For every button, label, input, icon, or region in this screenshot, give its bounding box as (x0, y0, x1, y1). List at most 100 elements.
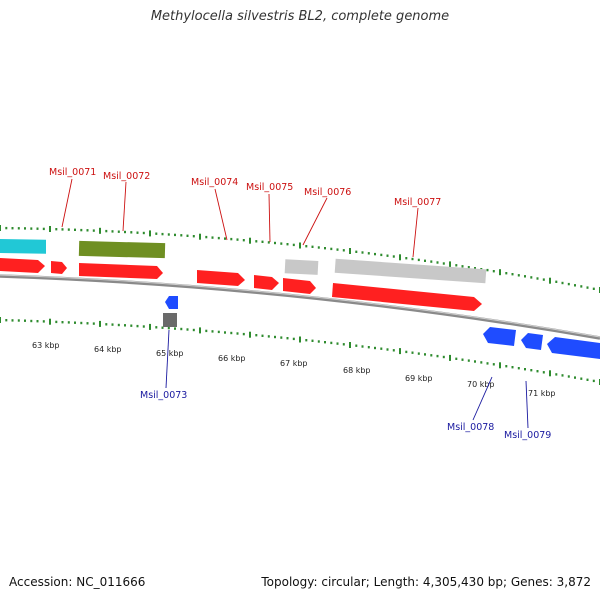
inner-minor-tick (317, 340, 320, 343)
outer-minor-tick (330, 247, 333, 251)
outer-minor-tick (424, 259, 426, 262)
outer-minor-tick (261, 240, 264, 243)
outer-minor-tick (592, 287, 595, 290)
outer-major-tick (0, 225, 1, 231)
genome-backbone (0, 274, 600, 340)
gene-msil-0073[interactable] (165, 296, 178, 309)
inner-minor-tick (511, 366, 514, 369)
inner-minor-tick (155, 326, 158, 329)
inner-minor-tick (392, 349, 395, 352)
inner-major-tick (399, 348, 401, 355)
inner-major-tick (49, 318, 51, 325)
inner-minor-tick (486, 362, 489, 365)
inner-minor-tick (124, 324, 126, 327)
inner-major-tick (349, 342, 351, 348)
inner-minor-tick (42, 320, 45, 323)
outer-minor-tick (311, 245, 314, 248)
inner-minor-tick (211, 330, 214, 333)
gene-red-3[interactable] (79, 263, 163, 279)
gene-msil-0075[interactable] (254, 275, 279, 290)
gene-red-7[interactable] (332, 283, 482, 311)
gene-red-1[interactable] (0, 258, 45, 273)
inner-minor-tick (461, 358, 464, 361)
outer-minor-tick (111, 230, 114, 233)
outer-minor-tick (267, 241, 270, 244)
inner-minor-tick (330, 341, 333, 345)
leader-msil-0078 (472, 376, 493, 421)
inner-minor-tick (236, 332, 239, 335)
gene-blue-end[interactable] (547, 337, 600, 359)
outer-major-tick (99, 227, 101, 234)
gene-label-msil-0074: Msil_0074 (191, 177, 238, 188)
inner-minor-tick (80, 321, 83, 325)
inner-minor-tick (224, 331, 226, 334)
outer-minor-tick (305, 245, 308, 248)
inner-minor-tick (274, 335, 276, 339)
outer-minor-tick (136, 231, 139, 234)
leader-msil-0077 (412, 207, 419, 258)
gene-msil-0079[interactable] (521, 333, 543, 350)
gene-msil-0072[interactable] (78, 240, 166, 259)
outer-minor-tick (74, 228, 76, 231)
inner-minor-tick (480, 361, 483, 364)
inner-minor-tick (242, 332, 245, 336)
outer-minor-tick (186, 234, 189, 237)
genome-title: Methylocella silvestris BL2, complete ge… (150, 9, 450, 24)
inner-minor-tick (136, 324, 139, 328)
inner-minor-tick (261, 334, 264, 337)
gene-msil-0076[interactable] (284, 259, 319, 275)
leader-msil-0079 (525, 380, 529, 429)
gene-label-msil-0071: Msil_0071 (49, 167, 96, 178)
gene-msil-0078[interactable] (483, 327, 516, 346)
outer-minor-tick (574, 284, 576, 287)
inner-minor-tick (574, 376, 576, 379)
inner-minor-tick (230, 331, 233, 335)
outer-minor-tick (86, 229, 89, 232)
inner-minor-tick (517, 367, 520, 370)
genome-backbone-highlight (0, 274, 600, 338)
outer-minor-tick (130, 231, 133, 234)
outer-minor-tick (274, 241, 276, 245)
outer-minor-tick (461, 265, 464, 268)
gene-red-6[interactable] (283, 278, 316, 294)
inner-minor-tick (86, 322, 89, 325)
outer-minor-tick (486, 268, 489, 272)
gene-label-msil-0075: Msil_0075 (246, 182, 293, 193)
gene-msil-0074[interactable] (197, 270, 245, 286)
inner-minor-tick (555, 373, 558, 376)
outer-minor-tick (211, 236, 214, 239)
gene-msil-0077[interactable] (334, 258, 487, 284)
inner-minor-tick (592, 379, 595, 383)
inner-minor-tick (336, 342, 339, 345)
leader-msil-0075 (268, 193, 271, 243)
inner-minor-tick (536, 370, 539, 373)
outer-minor-tick (386, 254, 389, 257)
outer-minor-tick (474, 267, 476, 270)
inner-minor-tick (342, 343, 345, 346)
inner-minor-tick (192, 328, 195, 332)
leader-msil-0074 (214, 188, 228, 241)
gene-label-msil-0076: Msil_0076 (304, 187, 351, 198)
outer-minor-tick (30, 227, 33, 230)
inner-major-tick (549, 370, 551, 377)
gene-red-2[interactable] (51, 261, 67, 274)
outer-minor-tick (142, 231, 145, 235)
outer-minor-tick (80, 228, 83, 232)
outer-minor-tick (417, 258, 420, 262)
inner-minor-tick (324, 341, 326, 344)
outer-minor-tick (517, 274, 520, 277)
outer-minor-tick (92, 229, 95, 232)
gene-gray-small[interactable] (163, 313, 177, 327)
outer-minor-tick (180, 234, 183, 237)
outer-minor-tick (5, 226, 8, 230)
inner-minor-tick (167, 326, 170, 330)
outer-minor-tick (205, 235, 208, 239)
outer-minor-tick (511, 273, 514, 276)
inner-minor-tick (142, 325, 145, 328)
inner-minor-tick (117, 323, 120, 327)
gene-cyan[interactable] (0, 239, 46, 254)
outer-minor-tick (342, 249, 345, 252)
inner-minor-tick (61, 321, 64, 324)
outer-minor-tick (317, 246, 320, 249)
